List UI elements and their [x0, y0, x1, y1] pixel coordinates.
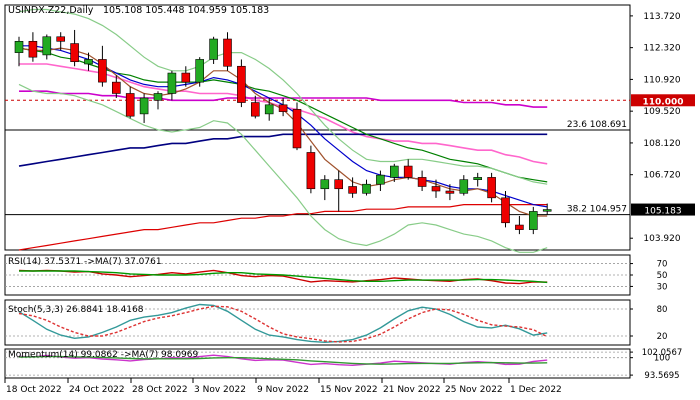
candle-body [417, 177, 427, 187]
candle-body [542, 209, 552, 212]
y-tick-label: 80 [657, 305, 668, 315]
candle-body [98, 59, 107, 83]
fib-label: 38.2 104.957 [567, 205, 627, 215]
candle-body [515, 224, 524, 230]
candle-body [237, 65, 246, 103]
candle-body [431, 186, 441, 192]
indicator-line [18, 355, 548, 365]
y-tick-label: 50 [657, 271, 668, 281]
candle-body [528, 211, 538, 230]
candle-body [403, 165, 413, 178]
x-tick-label: 1 Dec 2022 [510, 385, 562, 395]
y-tick-label: 106.720 [643, 171, 680, 181]
y-tick-label: 100 [654, 354, 670, 364]
indicator-line [19, 270, 548, 284]
candle-body [209, 38, 218, 60]
y-tick-label: 70 [657, 260, 668, 270]
y-tick-label: 103.920 [643, 234, 680, 244]
ma-line [18, 8, 548, 185]
ohlc-header: 105.108 105.448 104.959 105.183 [103, 5, 269, 16]
candle-body [70, 43, 79, 63]
candle-body [84, 59, 93, 65]
level-price-label: 110.000 [643, 97, 684, 107]
candle-body [195, 59, 204, 83]
x-tick-label: 28 Oct 2022 [132, 385, 188, 395]
y-tick-label: 30 [657, 282, 668, 292]
y-tick-label: 102.0567 [642, 348, 683, 358]
candle-body [223, 38, 232, 67]
y-tick-label: 112.320 [643, 44, 680, 54]
candle-body [28, 40, 38, 58]
panel-frame [4, 4, 631, 251]
candle-body [487, 177, 496, 199]
y-tick-label: 20 [657, 332, 668, 342]
stoch-title: Stoch(5,3,3) 26.8841 18.4168 [8, 305, 144, 315]
x-tick-label: 3 Nov 2022 [194, 385, 246, 395]
candle-body [42, 36, 52, 56]
momentum-title: Momentum(14) 99.0862 ->MA(7) 98.0969 [8, 350, 199, 360]
candle-body [167, 72, 177, 94]
x-tick-label: 25 Nov 2022 [445, 385, 503, 395]
indicator-line [18, 303, 548, 344]
y-tick-label: 110.920 [643, 75, 680, 85]
candle-body [376, 174, 385, 185]
ma-line [18, 47, 548, 183]
last-price-label: 105.183 [644, 207, 681, 217]
candle-body [181, 72, 191, 83]
y-tick-label: 108.120 [643, 139, 680, 149]
candle-body [264, 104, 274, 115]
panel-frame [4, 299, 631, 346]
candle-body [278, 104, 288, 112]
ma-line [19, 90, 548, 108]
candle-body [56, 36, 66, 42]
candle-body [306, 152, 316, 190]
x-tick-label: 15 Nov 2022 [320, 385, 378, 395]
candle-body [445, 190, 455, 194]
candle-body [320, 179, 330, 190]
ma-line [18, 133, 548, 167]
x-tick-label: 21 Nov 2022 [383, 385, 441, 395]
candle-body [362, 183, 371, 194]
candle-body [459, 179, 469, 194]
candle-body [348, 186, 357, 194]
candle-body [112, 81, 121, 94]
candle-body [389, 165, 399, 178]
candle-body [334, 179, 344, 190]
fib-label: 23.6 108.691 [567, 120, 627, 130]
price-chart-title: USINDX.Z22,Daily [8, 5, 94, 16]
y-tick-label: 93.5695 [644, 371, 679, 381]
candle-body [251, 102, 260, 117]
candle-body [14, 40, 24, 53]
candle-body [139, 97, 149, 115]
candle-body [501, 197, 510, 224]
indicator-line [18, 305, 548, 343]
x-tick-label: 9 Nov 2022 [257, 385, 309, 395]
ma-line [18, 204, 548, 251]
candle-body [292, 109, 302, 149]
ma-line [18, 83, 548, 253]
candle-body [125, 93, 135, 117]
x-tick-label: 18 Oct 2022 [6, 385, 62, 395]
rsi-title: RSI(14) 37.5371 ->MA(7) 37.0761 [8, 257, 162, 267]
y-tick-label: 113.720 [643, 12, 680, 22]
y-tick-label: 109.520 [643, 107, 680, 117]
candle-body [473, 177, 483, 180]
x-tick-label: 24 Oct 2022 [69, 385, 125, 395]
last-price-tag [631, 203, 695, 216]
level-price-tag [631, 94, 695, 107]
candle-body [153, 93, 163, 101]
